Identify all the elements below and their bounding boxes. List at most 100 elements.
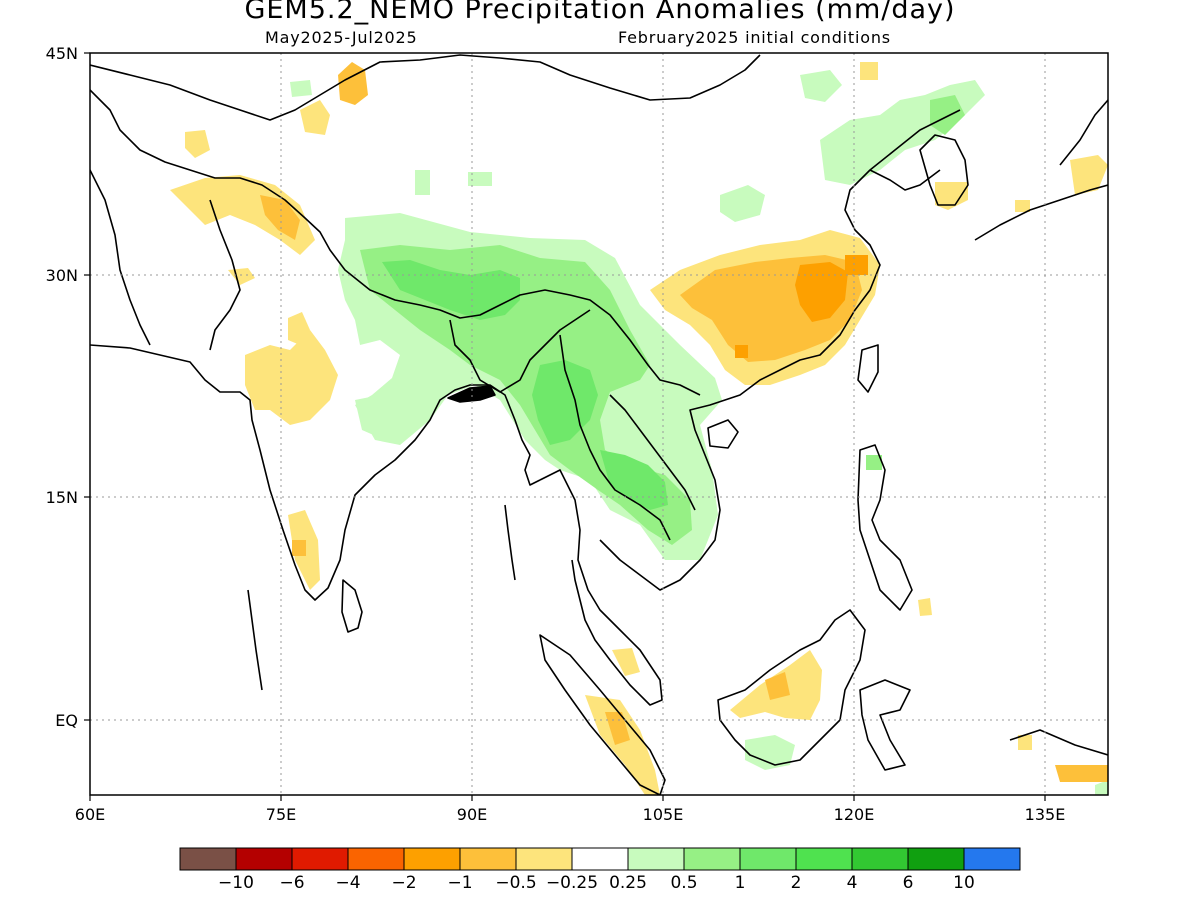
japan-coast [974,184,1108,241]
coastlines [90,54,1108,795]
hainan-coast [707,419,739,449]
colorbar-label: 4 [847,873,858,893]
country-border [90,54,761,121]
country-border [449,309,591,393]
lon-label: 120E [834,805,875,824]
lakshadweep [247,589,263,691]
japan-coast [1059,99,1108,166]
sulawesi-coast [859,679,911,771]
colorbar-label: −6 [279,873,304,893]
wet-anomaly-patch [468,172,492,186]
colorbar-swatch [235,847,293,871]
dry-anomaly-max [735,345,748,358]
colorbar-swatch [795,847,853,871]
country-border [90,89,701,396]
sumatra-coast [539,634,666,795]
colorbar-swatch [683,847,741,871]
taiwan-coast [857,344,879,393]
borneo-coast [717,609,866,766]
colorbar-swatch [963,847,1021,871]
map-frame [89,52,1109,796]
colorbar-label: 6 [903,873,914,893]
colorbar-swatch [739,847,797,871]
wet-anomaly-patch [800,70,842,102]
dry-anomaly-patch [1055,765,1108,782]
dry-anomaly-patch [228,268,255,285]
lon-label: 90E [457,805,487,824]
dry-anomaly-max [795,262,848,322]
andaman-islands [504,504,516,581]
colorbar-label: 2 [791,873,802,893]
wet-anomaly-patch [866,455,882,470]
dry-anomaly-patch [245,330,338,425]
lat-label: 30N [46,266,78,285]
colorbar-label: −0.25 [546,873,598,893]
colorbar-swatch [627,847,685,871]
colorbar-label: −1 [447,873,472,893]
dry-anomaly-patch [935,182,968,210]
dry-anomaly-patch [918,598,932,616]
colorbar-label: 1 [735,873,746,893]
colorbar-label: −0.5 [495,873,536,893]
country-border [209,199,241,351]
korea-coast [919,134,969,206]
dry-anomaly-patch [292,540,306,556]
wet-anomaly-patch [355,395,395,440]
colorbar-label: 0.5 [670,873,697,893]
colorbar-label: −4 [335,873,360,893]
country-border [609,394,696,511]
colorbar-swatch [347,847,405,871]
coastline [539,469,663,706]
wet-anomaly-patch [1095,780,1108,795]
wet-anomaly-max [532,360,598,445]
dry-anomaly-patch [1015,200,1030,212]
dry-anomaly-patch [185,130,210,158]
lon-label: 60E [75,805,105,824]
colorbar-swatch [515,847,573,871]
dry-anomaly-max [845,255,868,275]
colorbar-swatch [907,847,965,871]
wet-anomaly-patch [720,185,765,222]
axis-ticks [84,52,1046,801]
colorbar-label: 0.25 [609,873,647,893]
colorbar-swatch [403,847,461,871]
colorbar-swatch [571,847,629,871]
colorbar-label: 10 [953,873,975,893]
colorbar-swatch [459,847,517,871]
wet-anomaly-max [382,260,520,320]
colorbar-swatch [291,847,349,871]
wet-anomaly-patch [745,735,795,770]
country-border [559,334,671,541]
anomaly-shading [170,62,1108,795]
lon-label: 135E [1025,805,1066,824]
lon-label: 105E [643,805,684,824]
ganges-delta [447,385,496,403]
colorbar-label: −10 [218,873,254,893]
lat-label: 15N [46,488,78,507]
wet-anomaly-patch [290,80,312,97]
coastline [90,344,541,601]
coastline [599,109,961,591]
colorbar-label: −2 [391,873,416,893]
dry-anomaly-patch [300,100,330,135]
forecast-period: May2025-Jul2025 [265,28,418,47]
dry-anomaly-patch [338,62,368,105]
map-title: GEM5.2_NEMO Precipitation Anomalies (mm/… [244,0,956,25]
dry-anomaly-patch [288,312,310,345]
dry-anomaly-patch [765,672,790,700]
new-guinea-coast [1009,729,1108,756]
country-border [90,169,151,346]
colorbar: −10 −6 −4 −2 −1 −0.5 −0.25 0.25 0.5 1 2 4 6 10 [179,847,1021,893]
initial-conditions: February2025 initial conditions [618,28,891,47]
dry-anomaly-patch [612,648,640,676]
graticule [90,53,1108,795]
dry-anomaly-patch [605,712,630,745]
colorbar-swatch [179,847,237,871]
sri-lanka-coast [341,579,363,633]
colorbar-swatch [851,847,909,871]
dry-anomaly-patch [860,62,878,80]
lat-label: 45N [46,44,78,63]
wet-anomaly-patch [820,80,985,185]
lat-label: EQ [55,711,78,730]
